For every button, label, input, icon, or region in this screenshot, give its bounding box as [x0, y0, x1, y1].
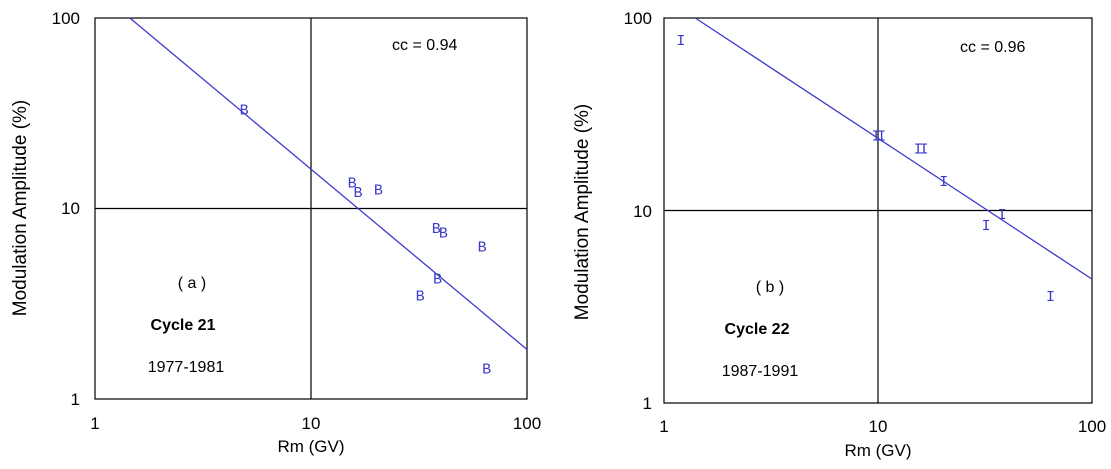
- data-point-6: I: [982, 218, 991, 235]
- years-label: 1987-1991: [722, 363, 799, 380]
- y-axis-label: Modulation Amplitude (%): [10, 100, 31, 317]
- y-tick-label: 100: [52, 9, 80, 28]
- y-tick-label: 1: [71, 390, 80, 409]
- fit-line: [694, 17, 1093, 280]
- x-axis-label: Rm (GV): [277, 437, 344, 456]
- data-point-4: I: [919, 141, 928, 158]
- data-point-3: B: [374, 182, 383, 199]
- data-point-7: I: [998, 207, 1007, 224]
- cycle-label: Cycle 21: [151, 317, 216, 334]
- y-tick-label: 100: [624, 9, 652, 28]
- data-point-3: I: [914, 141, 923, 158]
- data-point-7: B: [433, 271, 442, 288]
- x-tick-label: 100: [513, 414, 541, 433]
- data-point-0: B: [240, 103, 249, 120]
- data-point-8: B: [416, 288, 425, 305]
- data-point-4: B: [432, 221, 441, 238]
- cycle-label: Cycle 22: [725, 321, 790, 338]
- x-tick-label: 10: [302, 414, 321, 433]
- x-axis-label: Rm (GV): [844, 441, 911, 460]
- x-tick-label: 100: [1078, 417, 1106, 436]
- data-point-0: I: [676, 33, 685, 50]
- y-tick-label: 10: [633, 202, 652, 221]
- y-tick-label: 10: [61, 199, 80, 218]
- y-axis-label: Modulation Amplitude (%): [572, 104, 593, 321]
- data-point-5: I: [939, 174, 948, 191]
- data-point-2: B: [353, 185, 362, 202]
- data-point-5: B: [439, 225, 448, 242]
- years-label: 1977-1981: [148, 359, 225, 376]
- x-tick-label: 10: [869, 417, 888, 436]
- data-point-1: I: [872, 129, 881, 146]
- fit-line: [129, 17, 528, 350]
- data-point-2: I: [877, 129, 886, 146]
- panel-label: ( a ): [178, 275, 206, 292]
- y-tick-label: 1: [643, 394, 652, 413]
- panel-label: ( b ): [756, 279, 784, 296]
- data-point-9: B: [482, 361, 491, 378]
- x-tick-label: 1: [659, 417, 668, 436]
- data-point-8: I: [1046, 289, 1055, 306]
- data-point-1: B: [348, 175, 357, 192]
- correlation-label: cc = 0.94: [392, 37, 457, 54]
- x-tick-label: 1: [90, 414, 99, 433]
- correlation-label: cc = 0.96: [960, 39, 1025, 56]
- data-point-6: B: [478, 240, 487, 257]
